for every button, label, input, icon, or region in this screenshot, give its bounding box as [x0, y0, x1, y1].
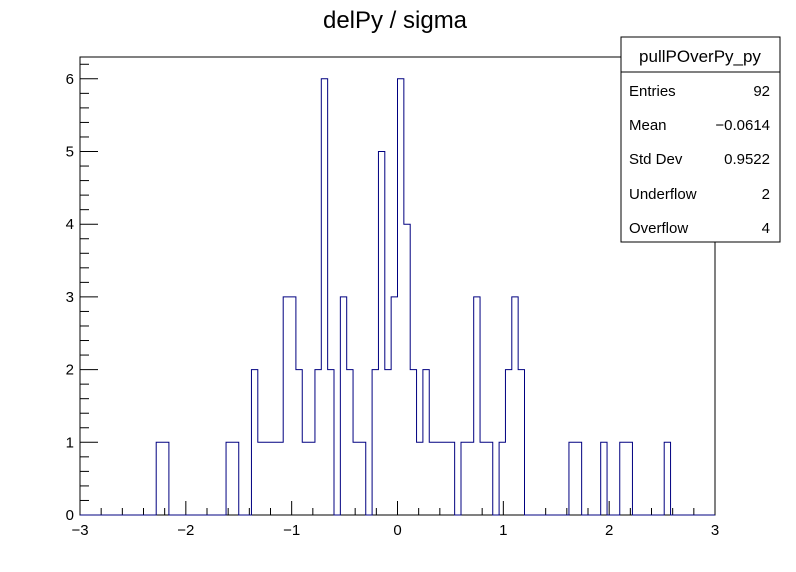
histogram-outline — [80, 78, 715, 516]
histogram-bar — [315, 370, 321, 515]
stats-label-underflow: Underflow — [629, 186, 697, 203]
histogram-bar — [512, 297, 518, 515]
stats-label-mean: Mean — [629, 117, 667, 134]
histogram-bar — [226, 442, 232, 515]
histogram-bar — [480, 442, 486, 515]
histogram-bar — [442, 442, 448, 515]
histogram-bar — [410, 370, 416, 515]
y-tick-label: 2 — [66, 362, 74, 379]
stats-value-mean: −0.0614 — [715, 117, 770, 134]
y-tick-label: 4 — [66, 216, 74, 233]
x-tick-label: 2 — [605, 522, 613, 539]
y-tick-label: 5 — [66, 144, 74, 161]
x-tick-label: −3 — [71, 522, 88, 539]
histogram-bar — [296, 370, 302, 515]
histogram-bar — [486, 442, 492, 515]
histogram-bar — [499, 442, 505, 515]
histogram-bar — [569, 442, 575, 515]
histogram-bar — [232, 442, 238, 515]
histogram-bar — [575, 442, 581, 515]
histogram-bar — [448, 442, 454, 515]
histogram-bar — [404, 224, 410, 515]
histogram-bar — [264, 442, 270, 515]
stats-label-std-dev: Std Dev — [629, 151, 683, 168]
chart-title: delPy / sigma — [323, 7, 468, 34]
histogram-bar — [505, 370, 511, 515]
histogram-bar — [664, 442, 670, 515]
x-tick-label: 1 — [499, 522, 507, 539]
y-axis: 0 1 2 3 4 5 6 — [66, 63, 98, 524]
histogram-bar — [309, 442, 315, 515]
y-tick-label: 6 — [66, 71, 74, 88]
histogram-bar — [518, 370, 524, 515]
y-tick-label: 0 — [66, 507, 74, 524]
histogram-bar — [391, 297, 397, 515]
histogram-bar — [163, 442, 169, 515]
histogram-bar — [328, 370, 334, 515]
x-tick-label: −1 — [283, 522, 300, 539]
histogram-bar — [429, 442, 435, 515]
histogram-bar — [398, 79, 404, 515]
y-tick-label: 3 — [66, 289, 74, 306]
histogram-bar — [417, 442, 423, 515]
histogram-bar — [321, 79, 327, 515]
histogram-bar — [378, 152, 384, 515]
stats-label-entries: Entries — [629, 83, 676, 100]
histogram-bar — [290, 297, 296, 515]
histogram-bar — [372, 370, 378, 515]
histogram-bar — [251, 370, 257, 515]
histogram-bar — [601, 442, 607, 515]
histogram-bar — [423, 370, 429, 515]
y-tick-label: 1 — [66, 434, 74, 451]
histogram-bar — [436, 442, 442, 515]
histogram-bar — [626, 442, 632, 515]
stats-box-frame — [620, 36, 781, 243]
stats-value-entries: 92 — [753, 83, 770, 100]
histogram-bar — [385, 370, 391, 515]
x-tick-label: 0 — [393, 522, 401, 539]
stats-value-overflow: 4 — [762, 220, 770, 237]
stats-box: pullPOverPy_py Entries 92 Mean −0.0614 S… — [620, 36, 781, 243]
histogram-bar — [359, 442, 365, 515]
histogram-bar — [258, 442, 264, 515]
stats-value-underflow: 2 — [762, 186, 770, 203]
histogram-bar — [271, 442, 277, 515]
x-tick-label: −2 — [177, 522, 194, 539]
histogram-bars — [156, 79, 670, 515]
histogram-bar — [620, 442, 626, 515]
x-tick-label: 3 — [711, 522, 719, 539]
histogram-bar — [474, 297, 480, 515]
histogram-bar — [302, 442, 308, 515]
histogram-bar — [340, 297, 346, 515]
stats-box-title: pullPOverPy_py — [639, 47, 761, 66]
stats-label-overflow: Overflow — [629, 220, 688, 237]
stats-value-std-dev: 0.9522 — [724, 151, 770, 168]
histogram-bar — [467, 442, 473, 515]
histogram-bar — [353, 442, 359, 515]
histogram-bar — [156, 442, 162, 515]
histogram-bar — [347, 370, 353, 515]
histogram-bar — [277, 442, 283, 515]
histogram-bar — [461, 442, 467, 515]
histogram-bar — [283, 297, 289, 515]
